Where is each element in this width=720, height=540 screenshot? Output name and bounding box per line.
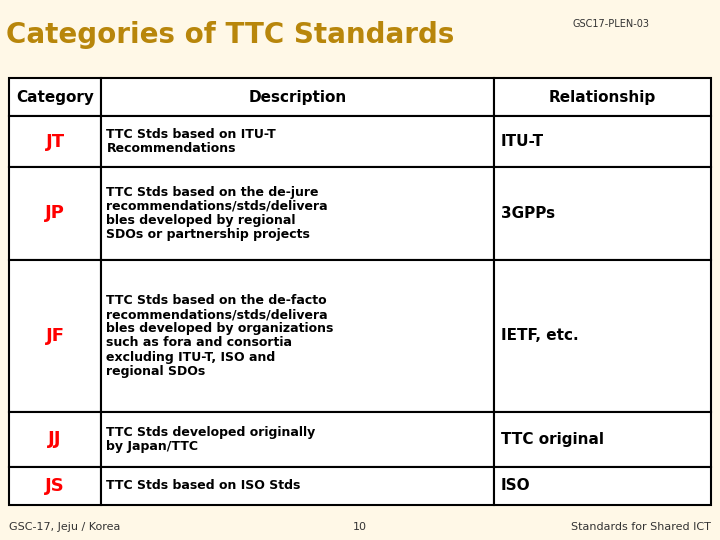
Text: TTC Stds based on the de-jure: TTC Stds based on the de-jure (107, 186, 319, 199)
Text: TTC Stds based on ITU-T: TTC Stds based on ITU-T (107, 128, 276, 141)
Bar (493, 167, 711, 260)
Bar (102, 116, 493, 167)
Text: GSC17-PLEN-03: GSC17-PLEN-03 (572, 19, 649, 29)
Text: Categories of TTC Standards: Categories of TTC Standards (6, 21, 454, 49)
Bar (493, 78, 711, 116)
Text: bles developed by organizations: bles developed by organizations (107, 322, 334, 335)
Bar (102, 467, 493, 505)
Text: ISO: ISO (500, 478, 531, 494)
Text: recommendations/stds/delivera: recommendations/stds/delivera (107, 308, 328, 321)
Text: Description: Description (248, 90, 346, 105)
Text: JS: JS (45, 477, 65, 495)
Text: ITU-T: ITU-T (500, 134, 544, 149)
Bar (9, 260, 102, 412)
Text: JJ: JJ (48, 430, 62, 448)
Bar (9, 412, 102, 467)
Bar (9, 467, 102, 505)
Bar (9, 78, 102, 116)
Text: GSC-17, Jeju / Korea: GSC-17, Jeju / Korea (9, 522, 120, 531)
Text: excluding ITU-T, ISO and: excluding ITU-T, ISO and (107, 350, 276, 363)
Text: Recommendations: Recommendations (107, 142, 236, 155)
Text: Relationship: Relationship (549, 90, 656, 105)
Bar (493, 467, 711, 505)
Bar (9, 167, 102, 260)
Bar (102, 260, 493, 412)
Text: Standards for Shared ICT: Standards for Shared ICT (572, 522, 711, 531)
Bar (102, 78, 493, 116)
Text: 3GPPs: 3GPPs (500, 206, 555, 221)
Text: TTC Stds based on the de-facto: TTC Stds based on the de-facto (107, 294, 327, 307)
Bar (102, 167, 493, 260)
Text: TTC Stds based on ISO Stds: TTC Stds based on ISO Stds (107, 480, 301, 492)
Bar (102, 412, 493, 467)
Text: JP: JP (45, 205, 65, 222)
Text: bles developed by regional: bles developed by regional (107, 214, 296, 227)
Text: regional SDOs: regional SDOs (107, 364, 206, 377)
Text: JF: JF (45, 327, 65, 345)
Text: such as fora and consortia: such as fora and consortia (107, 336, 292, 349)
Text: SDOs or partnership projects: SDOs or partnership projects (107, 228, 310, 241)
Text: TTC original: TTC original (500, 432, 603, 447)
Bar (493, 260, 711, 412)
Text: Category: Category (16, 90, 94, 105)
Text: by Japan/TTC: by Japan/TTC (107, 440, 199, 453)
Text: IETF, etc.: IETF, etc. (500, 328, 578, 343)
Text: TTC Stds developed originally: TTC Stds developed originally (107, 426, 315, 439)
Bar (493, 412, 711, 467)
Text: recommendations/stds/delivera: recommendations/stds/delivera (107, 200, 328, 213)
Bar (9, 116, 102, 167)
Bar (493, 116, 711, 167)
Text: 10: 10 (353, 522, 367, 531)
Text: JT: JT (45, 133, 65, 151)
